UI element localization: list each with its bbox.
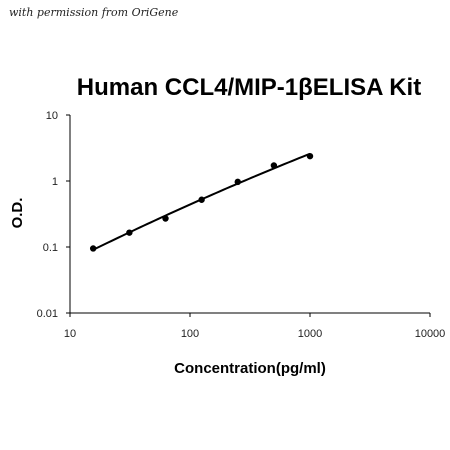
data-point [306,152,314,160]
x-tick-label: 10 [64,328,76,340]
x-tick-label: 10000 [415,328,446,340]
data-point [89,245,97,252]
permission-watermark: with permission from OriGene [9,6,179,19]
y-tick-label: 10 [46,110,58,122]
x-tick-label: 100 [181,328,199,340]
y-tick-label: 1 [52,176,58,188]
x-axis-ticks: 10 100 1000 10000 [64,313,445,340]
data-point [162,215,169,222]
axes [69,115,430,314]
data-point [234,178,241,186]
data-point [126,229,133,236]
x-tick-label: 1000 [298,328,322,340]
series-layer [89,152,314,252]
x-axis-label: Concentration(pg/ml) [174,360,326,377]
y-tick-label: 0.1 [43,242,58,254]
y-axis-ticks: 0.01 0.1 1 10 [37,110,70,320]
y-tick-label: 0.01 [37,308,58,320]
chart-title: Human CCL4/MIP-1βELISA Kit [77,74,421,101]
data-point [198,196,205,203]
y-axis-label: O.D. [9,198,26,229]
data-point [270,162,278,169]
